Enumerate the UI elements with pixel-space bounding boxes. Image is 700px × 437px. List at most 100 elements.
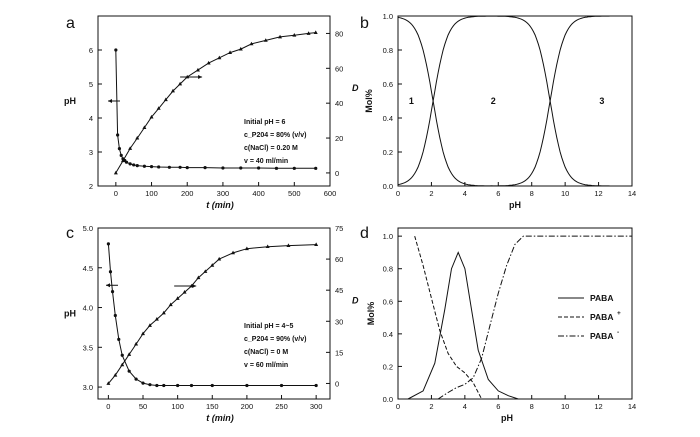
data-point [141, 331, 146, 336]
y-tick-label: 0.6 [383, 297, 393, 306]
y-axis-label: pH [64, 96, 76, 106]
annotation-line: c_P204 = 80% (v/v) [244, 132, 306, 139]
data-point [263, 38, 268, 42]
data-point [120, 158, 125, 163]
y-tick-label: 5.0 [83, 224, 93, 233]
x-tick-label: 0 [114, 189, 118, 198]
y-tick-label: 5 [89, 80, 93, 89]
data-point [142, 125, 147, 129]
data-point [170, 88, 175, 93]
data-point [278, 34, 283, 39]
data-point [142, 164, 146, 168]
data-point [168, 302, 173, 307]
species-curve-3 [398, 15, 632, 187]
x-tick-label: 250 [275, 402, 288, 411]
data-point [206, 60, 211, 65]
data-point [265, 244, 270, 249]
data-point [106, 381, 111, 385]
data-point [135, 135, 140, 140]
data-point [249, 41, 254, 46]
data-point [108, 270, 113, 274]
x-tick-label: 400 [252, 189, 265, 198]
y-tick-label: 1.0 [383, 12, 393, 21]
data-point [245, 383, 249, 388]
y-tick-label: 4.0 [83, 304, 93, 313]
annotation-line: v = 60 ml/min [244, 362, 288, 369]
panel-letter: c [66, 225, 74, 242]
data-point [113, 372, 118, 377]
data-point [116, 133, 120, 137]
legend-label: PABA [590, 312, 613, 322]
annotation-line: Initial pH = 4~5 [244, 323, 294, 330]
data-point [106, 242, 110, 246]
data-point [149, 165, 154, 169]
data-point [163, 97, 168, 102]
data-point [217, 55, 222, 60]
y-tick-label: 0.6 [383, 80, 393, 89]
data-point [127, 352, 132, 356]
x-tick-label: 200 [181, 189, 194, 198]
annotation-line: c_P204 = 90% (v/v) [244, 336, 306, 343]
x-axis-label: pH [501, 413, 513, 423]
data-point [314, 383, 318, 388]
y-tick-label: 0.0 [383, 395, 393, 404]
y-tick-label: 0.4 [383, 114, 393, 123]
x-tick-label: 600 [324, 189, 337, 198]
region-label: 2 [491, 96, 496, 106]
legend-superscript: + [617, 310, 621, 317]
data-point [178, 81, 183, 86]
y2-tick-label: 0 [335, 379, 339, 388]
data-point [117, 147, 122, 151]
species-curve-2 [397, 15, 632, 187]
data-point [117, 337, 121, 341]
data-point [195, 67, 200, 72]
series-pH-line [107, 243, 317, 386]
x-axis-label: pH [509, 200, 521, 210]
x-tick-label: 2 [429, 189, 433, 198]
y2-tick-label: 45 [335, 286, 343, 295]
x-tick-label: 0 [106, 402, 110, 411]
data-point [161, 310, 166, 315]
x-tick-label: 8 [530, 189, 534, 198]
data-point [128, 146, 133, 150]
x-tick-label: 200 [241, 402, 254, 411]
data-point [113, 313, 117, 318]
series-dashed-line [414, 235, 483, 400]
x-tick-label: 8 [530, 402, 534, 411]
data-point [314, 166, 318, 170]
data-point [154, 317, 159, 321]
data-point [210, 383, 214, 388]
legend-superscript: - [617, 329, 619, 336]
x-tick-label: 12 [594, 189, 602, 198]
data-point [147, 323, 152, 327]
x-tick-label: 0 [396, 402, 400, 411]
data-point [238, 46, 243, 51]
y2-tick-label: 20 [335, 134, 343, 143]
region-label: 3 [599, 96, 604, 106]
data-point [203, 166, 207, 170]
data-point [286, 243, 291, 248]
x-tick-label: 50 [139, 402, 147, 411]
y-tick-label: 3.5 [83, 343, 93, 352]
data-point [244, 246, 249, 251]
data-point [182, 290, 187, 294]
series-solid-line [407, 251, 519, 400]
data-point [124, 160, 129, 164]
panel-d: 0 2 4 6 8 10 12 14 0.0 0.2 0.4 0.6 0.8 1.0 PABA PABA + PA… [360, 225, 636, 423]
x-tick-label: 150 [206, 402, 219, 411]
x-tick-label: 12 [594, 402, 602, 411]
x-tick-label: 14 [628, 402, 636, 411]
y-tick-label: 0.2 [383, 148, 393, 157]
y-tick-label: 4 [89, 114, 93, 123]
data-point [141, 381, 145, 385]
data-point [128, 162, 132, 166]
data-point [228, 50, 233, 55]
y2-axis-label: D [352, 83, 359, 93]
data-point [217, 256, 222, 261]
data-point [176, 383, 180, 388]
data-point [274, 166, 279, 170]
y2-tick-label: 60 [335, 64, 343, 73]
y-tick-label: 1.0 [383, 232, 393, 241]
data-point [132, 163, 136, 167]
